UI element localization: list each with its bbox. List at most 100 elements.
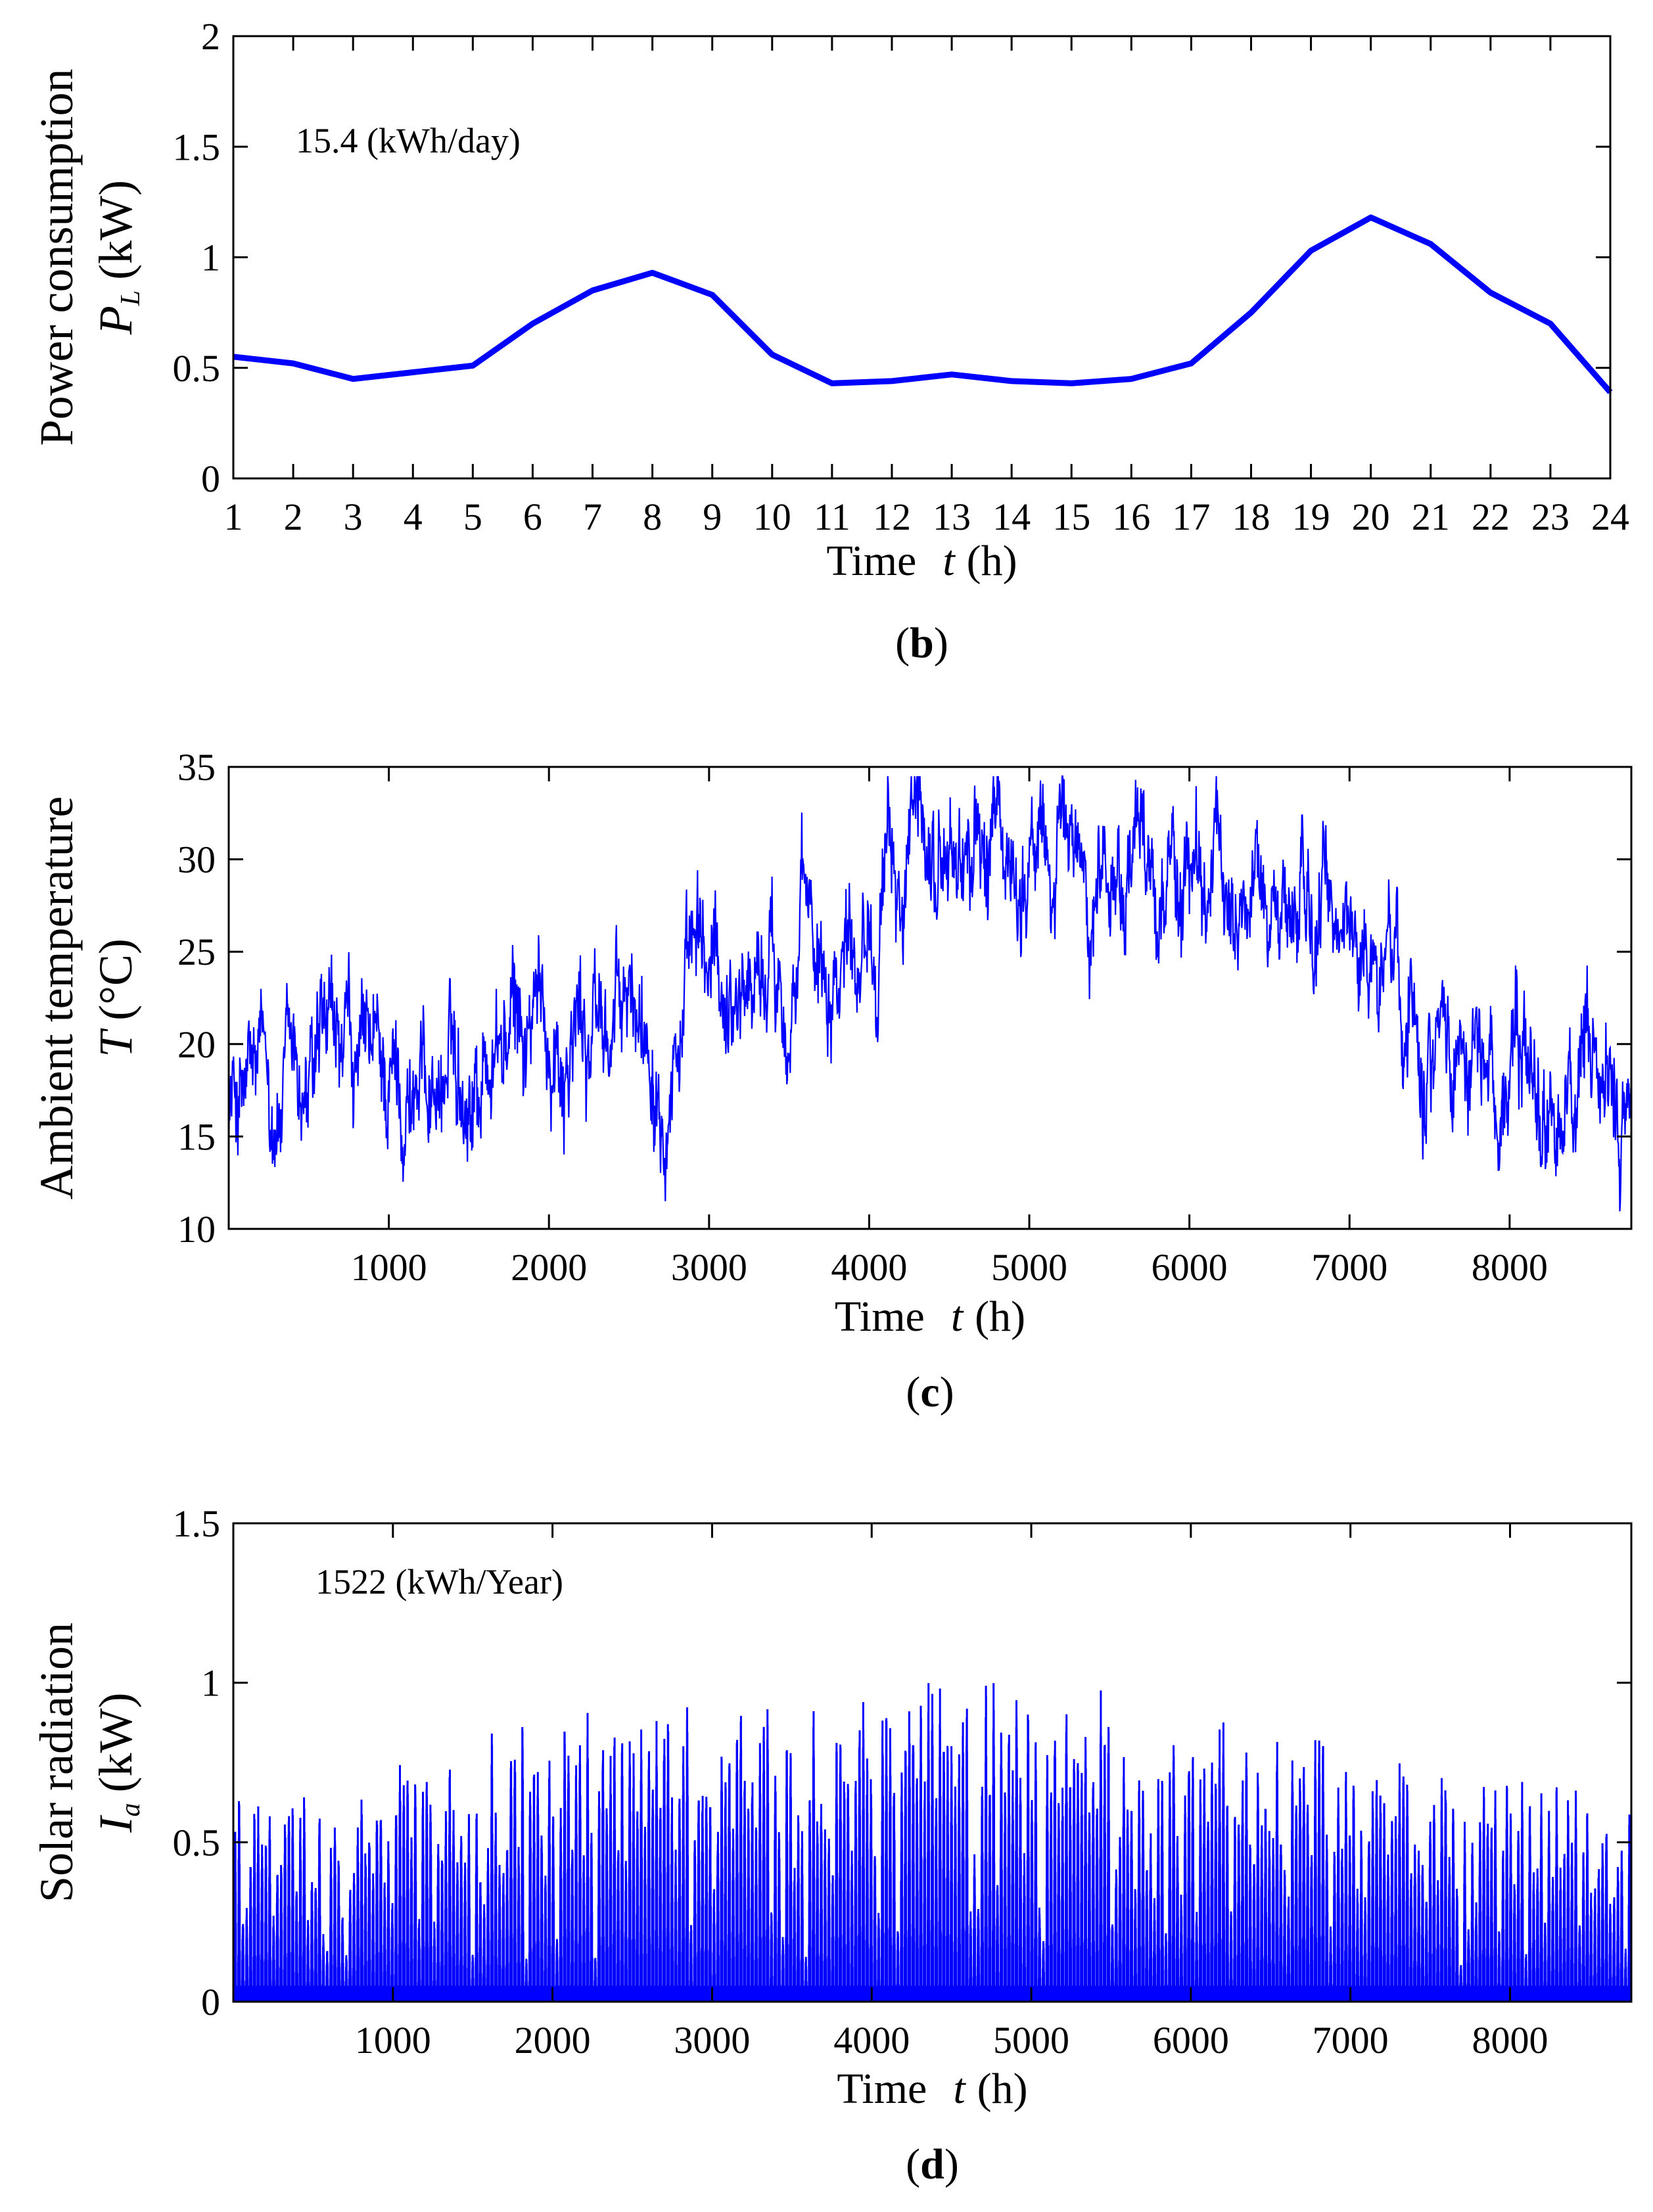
- x-tick-label: 10: [753, 495, 791, 538]
- series-line-power: [233, 214, 1613, 394]
- panel-label: (b): [895, 619, 948, 667]
- x-tick-label: 2000: [515, 2019, 591, 2062]
- x-axis-label-var: t: [943, 537, 956, 585]
- x-tick-label: 15: [1052, 495, 1090, 538]
- panel-label: (d): [906, 2140, 959, 2188]
- x-axis-label: Time t (h): [835, 1293, 1025, 1341]
- x-tick-label: 16: [1112, 495, 1150, 538]
- x-tick-label: 23: [1531, 495, 1570, 538]
- y-tick-label: 0.5: [173, 347, 221, 390]
- y-tick-label: 1.5: [173, 126, 221, 168]
- x-axis-label: Time t (h): [837, 2065, 1027, 2113]
- x-axis-label-var: t: [953, 2065, 966, 2113]
- y-axis-label-var: P: [89, 306, 142, 335]
- y-tick-label: 35: [177, 746, 216, 789]
- y-tick-label: 2: [201, 15, 220, 58]
- radiation-baseline: [233, 1985, 1631, 2002]
- y-tick-label: 0: [201, 1981, 220, 2023]
- annotation-text: 15.4 (kWh/day): [296, 121, 521, 160]
- x-tick-label: 2: [284, 495, 303, 538]
- x-tick-label: 18: [1232, 495, 1270, 538]
- x-tick-label: 4: [404, 495, 423, 538]
- x-tick-label: 22: [1472, 495, 1510, 538]
- x-tick-label: 1000: [355, 2019, 431, 2062]
- plot-frame: [232, 35, 1612, 480]
- x-tick-label: 5: [463, 495, 482, 538]
- y-axis-label-line2: Ia (kW): [89, 1693, 146, 1833]
- series-line-temperature: [227, 775, 1633, 1212]
- plot-frame: [227, 766, 1633, 1230]
- x-tick-label: 5000: [993, 2019, 1069, 2062]
- x-tick-label: 7000: [1311, 1246, 1387, 1289]
- x-tick-label: 3000: [674, 2019, 750, 2062]
- y-axis-label-sub: a: [116, 1803, 146, 1816]
- x-axis-label-main: Time: [835, 1293, 925, 1341]
- x-axis-label-unit: (h): [967, 537, 1017, 585]
- x-tick-label: 11: [814, 495, 850, 538]
- x-tick-label: 8000: [1472, 2019, 1548, 2062]
- y-tick-label: 1.5: [173, 1502, 221, 1545]
- y-tick-label: 1: [201, 1662, 220, 1705]
- panel-letter: c: [920, 1368, 939, 1416]
- x-tick-label: 3: [344, 495, 363, 538]
- panel-letter: b: [910, 619, 934, 667]
- x-axis-label-var: t: [951, 1293, 964, 1341]
- x-tick-label: 12: [873, 495, 911, 538]
- y-tick-label: 0.5: [173, 1821, 221, 1864]
- x-tick-label: 2000: [511, 1246, 587, 1289]
- x-tick-label: 21: [1412, 495, 1450, 538]
- y-axis-label-unit: (°C): [89, 938, 142, 1021]
- x-tick-label: 4000: [833, 2019, 910, 2062]
- x-tick-label: 6: [523, 495, 542, 538]
- x-tick-label: 19: [1292, 495, 1330, 538]
- x-tick-label: 24: [1591, 495, 1629, 538]
- y-tick-label: 10: [177, 1208, 216, 1251]
- y-axis-label-unit: (kW): [89, 180, 142, 280]
- x-axis-label-main: Time: [837, 2065, 927, 2113]
- series-bars-radiation: [233, 1683, 1631, 2002]
- panel-letter: d: [920, 2140, 944, 2188]
- x-tick-label: 1: [224, 495, 243, 538]
- x-axis-label-main: Time: [826, 537, 916, 585]
- y-tick-label: 20: [177, 1023, 216, 1066]
- x-tick-label: 9: [703, 495, 722, 538]
- chart-d: 1000 2000 3000 4000 5000 6000 7000 8000 0 0.5 1 1.5…: [30, 1502, 1633, 2188]
- y-axis-label-line2: PL (kW): [89, 180, 146, 335]
- y-axis-label-unit: (kW): [89, 1693, 142, 1793]
- y-axis-label-var: I: [89, 1814, 142, 1833]
- x-tick-label: 5000: [991, 1246, 1067, 1289]
- x-tick-label: 1000: [351, 1246, 427, 1289]
- plot-frame: [232, 1522, 1633, 2003]
- x-tick-label: 7000: [1313, 2019, 1389, 2062]
- y-tick-label: 1: [201, 237, 220, 279]
- y-axis-label-sub: L: [116, 290, 146, 306]
- x-tick-label: 13: [933, 495, 971, 538]
- x-tick-label: 4000: [831, 1246, 907, 1289]
- x-tick-label: 20: [1352, 495, 1390, 538]
- x-axis-label: Time t (h): [826, 537, 1017, 585]
- x-tick-label: 17: [1172, 495, 1210, 538]
- x-tick-label: 8: [643, 495, 662, 538]
- y-tick-label: 30: [177, 839, 216, 881]
- y-axis-label-line1: Ambient temperature: [30, 796, 83, 1200]
- x-tick-label: 6000: [1152, 1246, 1228, 1289]
- annotation-text: 1522 (kWh/Year): [315, 1562, 563, 1601]
- chart-b: 1 2 3 4 5 6 7 8 9 10 11 12 13 14 15 16 17 18 19 20 21 22 23 240…: [30, 15, 1629, 667]
- x-tick-label: 7: [583, 495, 602, 538]
- y-axis-label-var: T: [89, 1028, 142, 1057]
- x-axis-label-unit: (h): [975, 1293, 1025, 1341]
- y-axis-label-line1: Power consumption: [30, 69, 83, 446]
- y-tick-label: 15: [177, 1115, 216, 1158]
- x-tick-label: 8000: [1472, 1246, 1548, 1289]
- x-axis-label-unit: (h): [977, 2065, 1028, 2113]
- panel-label: (c): [906, 1368, 954, 1416]
- y-tick-label: 0: [201, 457, 220, 500]
- y-axis-label-line1: Solar radiation: [30, 1623, 83, 1902]
- x-tick-label: 6000: [1153, 2019, 1229, 2062]
- y-axis-label-line2: T (°C): [89, 938, 142, 1057]
- x-tick-label: 14: [992, 495, 1031, 538]
- x-tick-label: 3000: [671, 1246, 747, 1289]
- y-tick-label: 25: [177, 931, 216, 973]
- chart-c: 1000 2000 3000 4000 5000 6000 7000 8000 10 15 20 25…: [30, 746, 1633, 1416]
